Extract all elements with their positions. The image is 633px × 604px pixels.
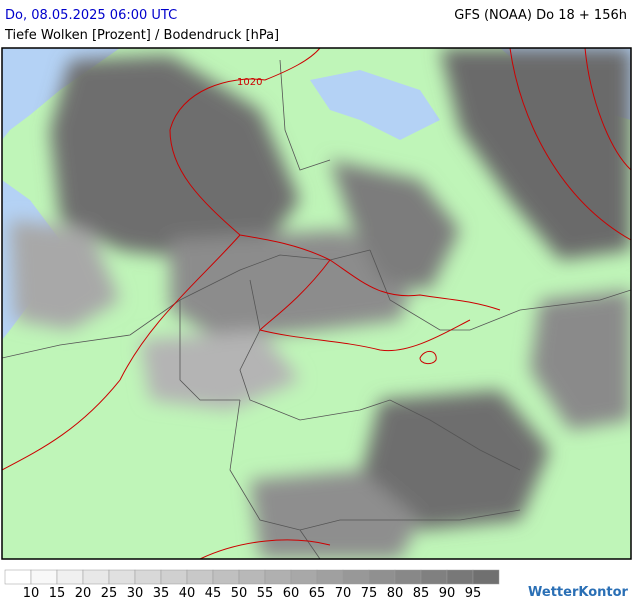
legend-label: 80 [387,586,404,600]
cloud-cover [10,48,631,559]
legend-label: 20 [75,586,92,600]
legend-label: 30 [127,586,144,600]
legend-swatch [290,569,318,585]
legend-swatch [394,569,422,585]
legend-swatch [134,569,162,585]
legend-label: 65 [309,586,326,600]
legend-swatch [4,569,32,585]
legend-label: 60 [283,586,300,600]
legend-swatch [264,569,292,585]
legend-swatch [420,569,448,585]
legend-swatch [30,569,58,585]
legend-label: 35 [153,586,170,600]
legend-swatch [186,569,214,585]
legend-label: 90 [439,586,456,600]
map-frame [1,47,632,560]
legend-label: 25 [101,586,118,600]
legend-swatch [56,569,84,585]
legend-label: 85 [413,586,430,600]
legend: 10 15 20 25 30 35 40 45 50 55 60 65 70 75 80 85 90 95 [4,569,500,601]
legend-swatch [342,569,370,585]
legend-swatch [108,569,136,585]
legend-label: 45 [205,586,222,600]
legend-label: 15 [49,586,66,600]
logo: WetterKontor [528,585,629,600]
legend-swatch [368,569,396,585]
borders [2,59,631,559]
model-run: GFS (NOAA) Do 18 + 156h [454,8,627,23]
legend-label: 50 [231,586,248,600]
legend-swatch [472,569,500,585]
legend-swatch [212,569,240,585]
legend-label: 95 [465,586,482,600]
legend-label: 55 [257,586,274,600]
isobar-label: 1020 [237,77,262,88]
legend-label: 40 [179,586,196,600]
legend-swatch [238,569,266,585]
legend-swatch [446,569,474,585]
legend-swatch [160,569,188,585]
legend-swatch [316,569,344,585]
legend-label: 75 [361,586,378,600]
parameter: Tiefe Wolken [Prozent] / Bodendruck [hPa… [4,28,279,43]
legend-label: 10 [23,586,40,600]
legend-label: 70 [335,586,352,600]
isobars [2,48,631,559]
valid-time: Do, 08.05.2025 06:00 UTC [5,8,177,23]
map: 1020 [2,48,631,559]
legend-swatch [82,569,110,585]
